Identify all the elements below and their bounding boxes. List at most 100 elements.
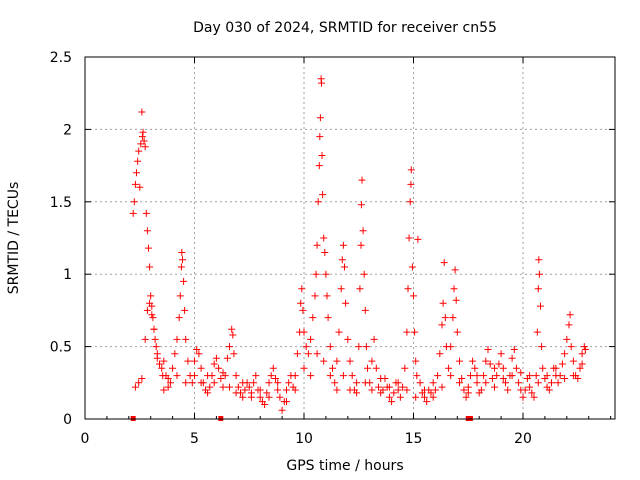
data-point <box>515 379 523 387</box>
data-point <box>338 256 346 264</box>
data-point <box>497 350 505 358</box>
data-point <box>223 354 231 362</box>
y-tick-label: 2 <box>63 122 72 138</box>
data-point <box>326 372 334 380</box>
x-tick-label: 5 <box>190 431 199 447</box>
data-point <box>217 375 225 382</box>
data-point <box>561 350 569 358</box>
data-point <box>193 346 201 353</box>
data-point <box>299 306 307 314</box>
data-point <box>512 364 520 372</box>
y-tick-label: 0.5 <box>50 340 72 356</box>
data-point <box>482 379 490 387</box>
y-tick-label: 2.5 <box>50 50 72 66</box>
data-point <box>482 357 490 365</box>
data-point <box>423 398 431 406</box>
data-point <box>212 354 220 362</box>
data-point <box>480 372 488 380</box>
data-point <box>156 360 163 368</box>
data-point <box>315 162 323 170</box>
data-point <box>250 379 258 387</box>
data-point <box>563 335 571 343</box>
data-point <box>159 372 167 380</box>
data-point <box>131 180 139 188</box>
data-point <box>147 292 155 300</box>
data-point <box>379 386 387 394</box>
data-point <box>421 393 428 401</box>
data-point <box>337 285 345 293</box>
data-point <box>434 372 442 380</box>
data-point <box>188 379 196 387</box>
data-point <box>166 379 174 387</box>
data-point <box>394 379 402 387</box>
data-point <box>439 299 447 307</box>
data-point <box>537 302 544 310</box>
data-point <box>145 244 152 252</box>
data-point <box>467 372 474 380</box>
data-point <box>210 379 218 387</box>
data-point <box>245 383 253 391</box>
data-point <box>401 364 409 372</box>
data-point <box>300 364 308 372</box>
data-point <box>545 386 553 394</box>
data-point <box>406 198 414 206</box>
data-point <box>412 357 420 365</box>
data-point <box>499 375 507 382</box>
data-point <box>361 306 369 314</box>
plot-frame <box>84 56 616 420</box>
data-point <box>361 379 369 387</box>
data-point <box>421 386 428 394</box>
data-point <box>323 292 331 300</box>
data-point <box>502 379 509 387</box>
data-point <box>390 389 398 397</box>
data-point <box>274 386 282 394</box>
data-point <box>137 140 145 148</box>
data-point <box>403 328 411 336</box>
data-point <box>339 241 347 249</box>
data-point <box>143 227 151 235</box>
data-point <box>151 335 159 343</box>
data-point <box>274 379 282 387</box>
data-point <box>510 346 518 353</box>
data-point <box>283 386 290 394</box>
data-point <box>234 383 242 391</box>
data-point <box>160 386 168 394</box>
data-point <box>153 350 161 358</box>
data-point <box>329 364 336 372</box>
x-tick-label: 20 <box>514 431 532 447</box>
data-point <box>436 350 444 358</box>
data-point <box>353 379 361 387</box>
grid <box>85 57 615 419</box>
data-point <box>499 364 507 372</box>
data-point <box>160 357 168 365</box>
data-point <box>581 346 589 353</box>
data-point <box>239 393 247 401</box>
data-point <box>272 375 279 382</box>
data-point <box>297 299 305 307</box>
data-point <box>414 235 422 243</box>
data-point <box>517 369 525 377</box>
data-point <box>372 364 380 372</box>
data-point <box>431 386 439 394</box>
data-point <box>285 379 293 387</box>
data-point <box>427 389 435 397</box>
data-point <box>411 328 419 336</box>
data-point <box>333 357 341 365</box>
data-point <box>530 393 538 401</box>
data-point <box>346 357 354 365</box>
data-point <box>158 364 166 372</box>
data-point <box>173 372 181 380</box>
data-point <box>307 335 315 343</box>
data-point <box>355 343 363 351</box>
data-point <box>152 343 160 351</box>
data-point <box>210 360 218 368</box>
data-point <box>265 393 273 401</box>
data-point <box>140 137 148 145</box>
data-point <box>311 292 319 300</box>
data-point <box>356 285 364 293</box>
data-point <box>456 379 463 387</box>
data-point <box>263 389 271 397</box>
data-point <box>556 372 564 380</box>
data-point <box>304 350 312 358</box>
data-point <box>133 169 140 177</box>
